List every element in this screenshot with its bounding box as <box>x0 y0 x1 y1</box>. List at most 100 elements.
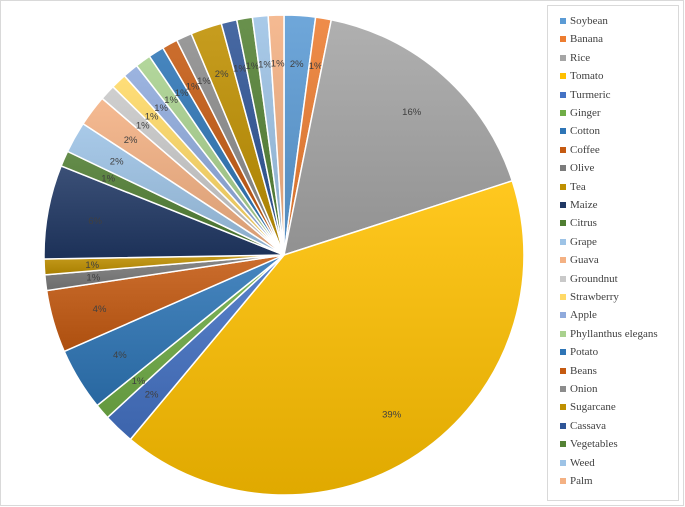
legend-item-ginger: Ginger <box>560 105 601 121</box>
legend-item-sugarcane: Sugarcane <box>560 399 616 415</box>
legend-label: Banana <box>570 33 603 46</box>
legend-item-strawberry: Strawberry <box>560 289 619 305</box>
data-label-banana: 1% <box>309 61 323 72</box>
legend-swatch <box>560 330 566 337</box>
legend-item-beans: Beans <box>560 363 597 379</box>
legend-label: Soybean <box>570 15 608 27</box>
legend-label: Potato <box>570 346 599 359</box>
data-label-palm: 1% <box>271 59 285 70</box>
legend-item-soybean: Soybean <box>560 13 608 29</box>
legend-swatch <box>560 238 566 245</box>
legend-label: Maize <box>570 199 598 211</box>
legend-label: Weed <box>570 456 595 469</box>
legend-item-citrus: Citrus <box>560 215 597 231</box>
legend-item-maize: Maize <box>560 197 597 213</box>
legend-label: Tea <box>570 180 586 193</box>
legend-swatch <box>560 73 566 80</box>
legend-swatch <box>560 18 566 24</box>
legend-item-olive: Olive <box>560 160 594 176</box>
legend-label: Olive <box>570 162 595 175</box>
data-label-tomato: 39% <box>382 409 402 420</box>
data-label-weed: 1% <box>258 59 272 70</box>
legend-item-banana: Banana <box>560 31 603 47</box>
data-label-sugarcane: 2% <box>215 69 229 80</box>
data-label-vegetables: 1% <box>246 61 260 72</box>
legend-item-tea: Tea <box>560 179 586 195</box>
legend-item-coffee: Coffee <box>560 142 600 158</box>
legend-item-weed: Weed <box>560 455 595 471</box>
legend: Soybean Banana Rice Tomato Turmeric Ginger Cot… <box>547 5 679 501</box>
data-label-onion: 1% <box>197 76 211 87</box>
legend-item-cotton: Cotton <box>560 123 600 139</box>
data-label-tea: 1% <box>85 260 99 271</box>
legend-item-vegetables: Vegetables <box>560 436 618 452</box>
legend-item-onion: Onion <box>560 381 598 397</box>
legend-swatch <box>560 202 566 208</box>
data-label-rice: 16% <box>402 107 422 118</box>
legend-item-groundnut: Groundnut <box>560 271 618 287</box>
data-label-apple: 1% <box>154 103 168 114</box>
legend-swatch <box>560 54 566 61</box>
legend-label: Cotton <box>570 125 600 138</box>
data-label-olive: 1% <box>86 273 100 284</box>
legend-label: Groundnut <box>570 272 618 285</box>
legend-label: Turmeric <box>570 88 611 101</box>
data-label-grape: 2% <box>110 156 124 167</box>
data-label-phyllanthus-elegans: 1% <box>164 95 178 106</box>
legend-label: Palm <box>570 475 593 487</box>
legend-label: Vegetables <box>570 438 618 451</box>
legend-swatch <box>560 294 566 300</box>
legend-label: Grape <box>570 235 597 248</box>
data-label-coffee: 4% <box>93 304 107 315</box>
data-label-ginger: 1% <box>132 376 146 387</box>
legend-label: Guava <box>570 254 599 267</box>
legend-label: Onion <box>570 383 598 395</box>
legend-swatch <box>560 165 566 172</box>
pie-chart: 2% 1%16%39%2%1%4%4%1%1%6%1%2%2%1%1%1%1%1%… <box>43 14 525 496</box>
data-label-strawberry: 1% <box>145 111 159 122</box>
legend-item-rice: Rice <box>560 50 590 66</box>
data-label-guava: 2% <box>124 135 138 146</box>
legend-swatch <box>560 91 566 98</box>
legend-label: Strawberry <box>570 291 619 303</box>
legend-swatch <box>560 128 566 135</box>
data-label-maize: 6% <box>88 216 102 227</box>
legend-swatch <box>560 183 566 190</box>
legend-swatch <box>560 220 566 227</box>
legend-label: Tomato <box>570 70 604 83</box>
legend-swatch <box>560 146 566 153</box>
data-label-soybean: 2% <box>290 59 304 70</box>
legend-item-apple: Apple <box>560 307 597 323</box>
legend-swatch <box>560 275 566 282</box>
legend-swatch <box>560 110 566 116</box>
legend-item-palm: Palm <box>560 473 593 489</box>
legend-item-cassava: Cassava <box>560 418 606 434</box>
data-label-beans: 1% <box>186 82 200 93</box>
data-label-cotton: 4% <box>113 350 127 361</box>
data-label-groundnut: 1% <box>136 120 150 131</box>
pie-slice-palm <box>267 14 285 256</box>
legend-swatch <box>560 367 566 374</box>
legend-swatch <box>560 386 566 392</box>
legend-item-tomato: Tomato <box>560 68 603 84</box>
legend-label: Apple <box>570 309 597 322</box>
data-label-citrus: 1% <box>101 173 115 184</box>
data-label-cassava: 1% <box>233 64 247 75</box>
legend-item-grape: Grape <box>560 234 597 250</box>
legend-label: Sugarcane <box>570 401 616 414</box>
legend-swatch <box>560 257 566 264</box>
legend-label: Citrus <box>570 217 597 230</box>
legend-label: Cassava <box>570 419 607 432</box>
legend-label: Rice <box>570 51 591 64</box>
legend-swatch <box>560 422 566 429</box>
legend-item-potato: Potato <box>560 344 598 360</box>
pie-slice-tomato <box>129 179 525 496</box>
legend-item-turmeric: Turmeric <box>560 87 611 103</box>
legend-item-phyllanthus-elegans: Phyllanthus elegans <box>560 326 658 342</box>
data-label-potato: 1% <box>175 88 189 99</box>
legend-label: Beans <box>570 364 597 377</box>
legend-swatch <box>560 478 566 484</box>
legend-label: Phyllanthus elegans <box>570 327 658 340</box>
legend-swatch <box>560 349 566 356</box>
